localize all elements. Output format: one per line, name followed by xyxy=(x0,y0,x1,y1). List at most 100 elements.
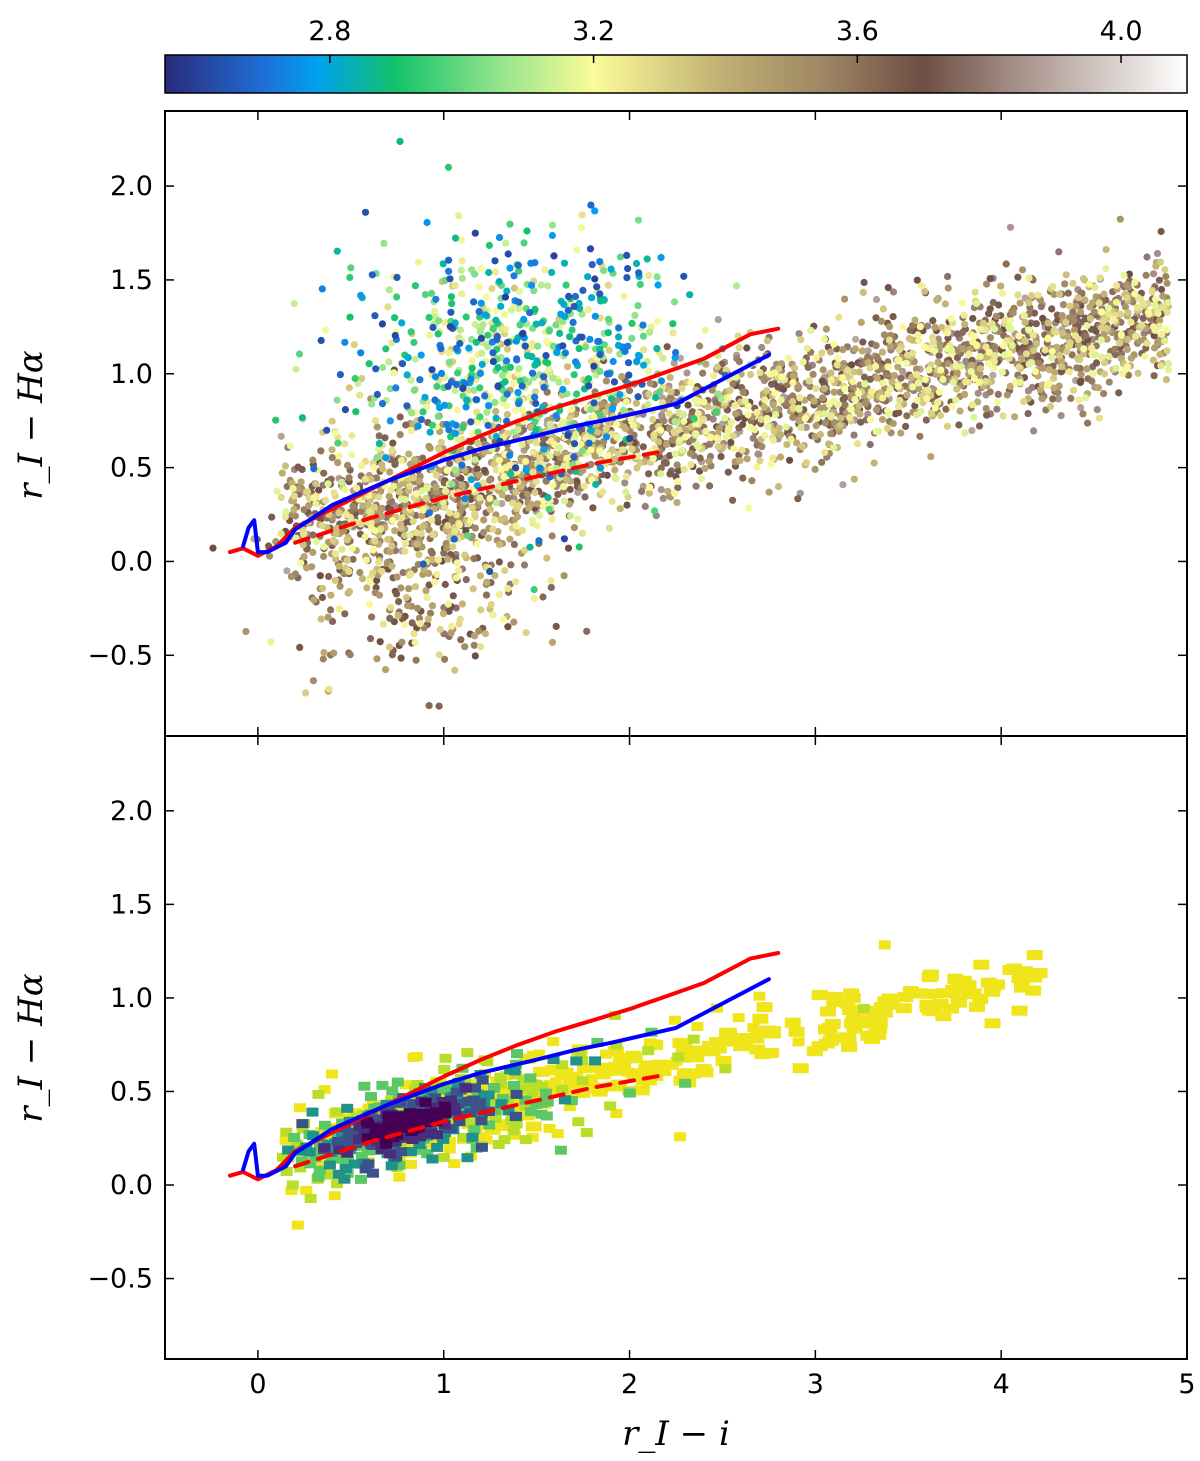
scatter-point xyxy=(948,402,956,410)
density-cell xyxy=(312,1089,325,1099)
density-cell xyxy=(753,991,766,1001)
scatter-point xyxy=(803,344,811,353)
scatter-point xyxy=(344,461,352,469)
scatter-point xyxy=(290,299,298,308)
density-cell xyxy=(822,1035,839,1046)
scatter-point xyxy=(426,444,434,452)
density-cell xyxy=(675,1045,688,1054)
scatter-point xyxy=(674,484,682,492)
scatter-point xyxy=(410,630,418,638)
density-cell xyxy=(331,1179,344,1189)
scatter-point xyxy=(489,358,497,366)
scatter-point xyxy=(529,448,538,456)
scatter-point xyxy=(392,590,401,598)
scatter-point xyxy=(542,358,550,366)
scatter-point xyxy=(636,280,644,288)
scatter-point xyxy=(923,395,931,403)
scatter-point xyxy=(338,478,346,486)
scatter-point xyxy=(818,458,826,466)
scatter-point xyxy=(992,312,1001,320)
scatter-point xyxy=(335,452,343,460)
scatter-point xyxy=(395,488,403,496)
scatter-point xyxy=(476,413,484,421)
scatter-point xyxy=(373,453,381,462)
scatter-point xyxy=(1112,364,1120,372)
scatter-point xyxy=(528,369,537,377)
density-cell xyxy=(318,1120,331,1130)
scatter-point xyxy=(476,384,484,392)
scatter-point xyxy=(506,461,514,469)
scatter-point xyxy=(487,600,495,609)
scatter-point xyxy=(899,323,907,331)
scatter-point xyxy=(1015,332,1023,340)
density-cell xyxy=(508,1066,521,1076)
scatter-point xyxy=(1149,356,1158,364)
scatter-point xyxy=(578,333,586,341)
scatter-point xyxy=(1034,291,1042,299)
scatter-point xyxy=(531,393,539,401)
scatter-point xyxy=(570,440,579,448)
scatter-point xyxy=(834,354,842,362)
scatter-point xyxy=(739,474,747,482)
density-cell xyxy=(326,1069,338,1079)
scatter-point xyxy=(405,450,413,458)
scatter-point xyxy=(1044,319,1052,327)
scatter-point xyxy=(758,343,766,352)
density-cell xyxy=(551,1129,564,1139)
scatter-point xyxy=(872,295,881,304)
scatter-point xyxy=(885,336,894,344)
scatter-point xyxy=(320,543,328,551)
scatter-point xyxy=(370,464,378,472)
scatter-point xyxy=(1044,334,1052,342)
density-cell xyxy=(462,1096,475,1106)
scatter-point xyxy=(948,346,956,354)
scatter-point xyxy=(540,445,548,453)
scatter-point xyxy=(952,396,960,404)
scatter-point xyxy=(819,366,827,374)
scatter-point xyxy=(477,334,485,342)
scatter-point xyxy=(878,348,887,356)
scatter-point xyxy=(209,544,217,552)
scatter-point xyxy=(729,432,737,440)
scatter-point xyxy=(536,464,544,472)
density-cell xyxy=(286,1180,299,1190)
axes-frame xyxy=(164,735,1188,1360)
scatter-point xyxy=(1144,308,1152,316)
scatter-point xyxy=(812,385,820,393)
density-cell xyxy=(642,1046,655,1056)
scatter-point xyxy=(985,359,993,368)
scatter-point xyxy=(550,252,558,260)
scatter-point xyxy=(1015,363,1023,371)
scatter-point xyxy=(459,384,467,392)
scatter-point xyxy=(522,457,530,466)
scatter-point xyxy=(489,525,497,533)
scatter-point xyxy=(905,334,914,343)
scatter-point xyxy=(944,284,952,292)
scatter-point xyxy=(858,347,866,355)
density-cell xyxy=(831,1033,848,1044)
scatter-point xyxy=(407,376,415,384)
scatter-point xyxy=(506,470,515,478)
scatter-point xyxy=(350,341,358,349)
scatter-point xyxy=(860,373,869,381)
scatter-point xyxy=(797,336,805,344)
density-cell xyxy=(421,1149,434,1159)
scatter-point xyxy=(656,453,664,461)
scatter-point xyxy=(361,475,369,483)
scatter-point xyxy=(410,338,418,347)
scatter-point xyxy=(555,378,563,386)
scatter-point xyxy=(696,342,704,350)
scatter-point xyxy=(315,486,323,494)
scatter-point xyxy=(515,365,523,373)
scatter-point xyxy=(445,358,453,366)
scatter-point xyxy=(830,340,838,348)
scatter-point xyxy=(608,395,616,403)
scatter-point xyxy=(528,461,536,469)
scatter-point xyxy=(578,447,586,455)
density-cell xyxy=(764,1028,781,1039)
scatter-point xyxy=(378,400,387,408)
scatter-point xyxy=(666,470,674,478)
scatter-point xyxy=(512,407,520,415)
scatter-point xyxy=(317,336,325,345)
scatter-point xyxy=(604,451,612,459)
